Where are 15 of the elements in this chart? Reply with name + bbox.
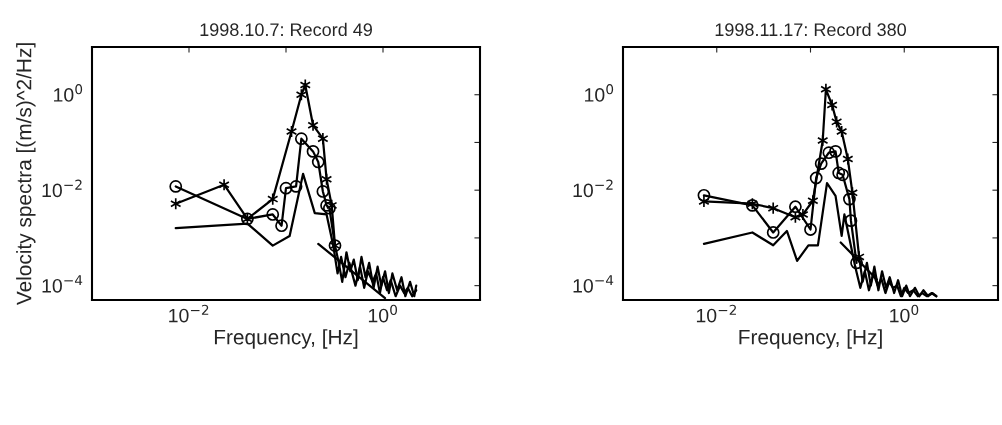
y-tick-label: 10$^{−2}$ [42,179,82,198]
y-tick-label: 10$^{0}$ [54,84,83,102]
y-tick-label: 10$^{0}$ [585,84,614,102]
x-axis-title: Frequency, [Hz] [214,329,358,349]
y-tick-label: 10$^{−4}$ [573,275,614,293]
y-tick-label: 10$^{−4}$ [42,275,83,293]
x-tick-label: 10$^{−2}$ [696,304,736,323]
x-tick-label: 10$^{0}$ [890,304,919,323]
chart-title: 1998.11.17: Record 380 [715,22,907,37]
x-axis-title: Frequency, [Hz] [739,329,882,349]
y-tick-label: 10$^{−2}$ [573,179,613,198]
chart-title: 1998.10.7: Record 49 [200,22,372,37]
x-tick-label: 10$^{0}$ [368,304,398,323]
x-tick-label: 10$^{−2}$ [169,304,209,323]
y-axis-title: Velocity spectra [(m/s)^2/Hz] [16,43,36,306]
